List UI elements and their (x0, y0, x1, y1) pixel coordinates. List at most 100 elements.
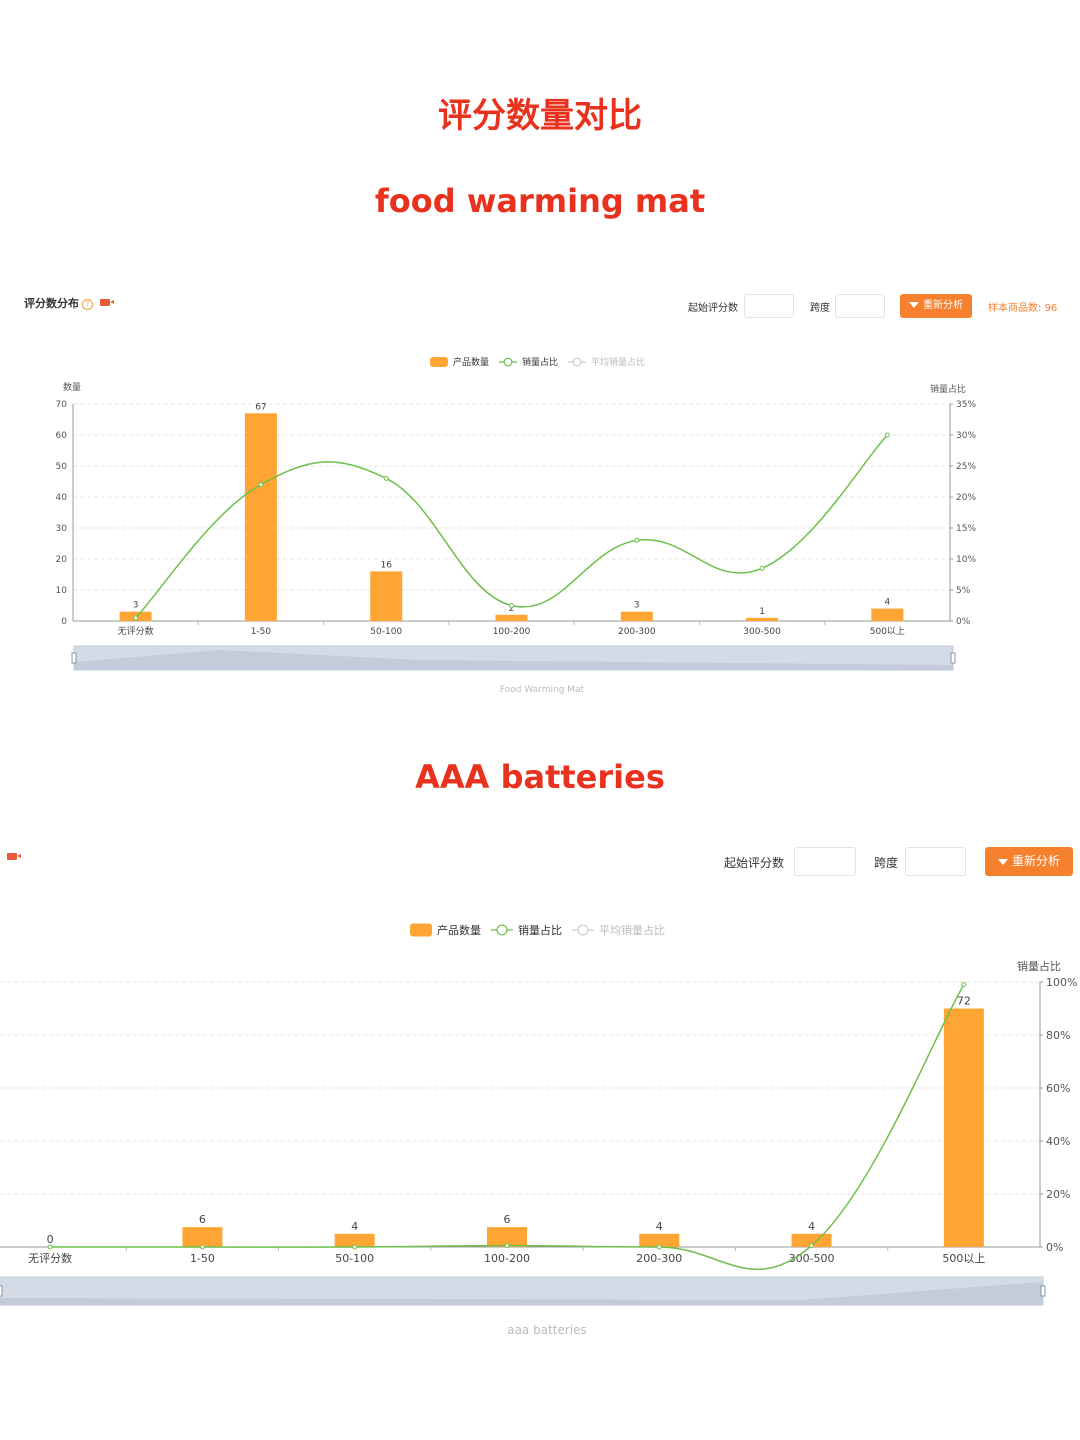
line-point (634, 537, 640, 543)
filter-icon-2 (997, 858, 1008, 865)
y-tick-label: 0 (61, 617, 67, 627)
x-tick-label: 无评分数 (118, 625, 154, 637)
video-icon-2[interactable] (7, 853, 21, 860)
bar (182, 1227, 223, 1247)
line-point (884, 432, 890, 438)
line-point (383, 475, 389, 481)
x-tick-label: 50-100 (370, 627, 402, 637)
x-tick-label: 50-100 (335, 1252, 374, 1265)
y2-axis-title: 销量占比 (1017, 959, 1061, 973)
span-label-2: 跨度 (874, 856, 899, 870)
rating-distribution-label: 评分数分布 (24, 297, 79, 310)
x-tick-label: 300-500 (743, 627, 781, 637)
y2-tick-label: 20% (956, 493, 976, 503)
x-tick-label: 100-200 (484, 1252, 530, 1265)
legend-label-line: 销量占比 (522, 356, 558, 368)
bar-value-label: 72 (957, 995, 971, 1008)
legend-label-avg: 平均销量占比 (591, 356, 645, 368)
legend-label-bars: 产品数量 (453, 356, 489, 368)
chart-caption: Food Warming Mat (500, 685, 585, 695)
rating-distribution-heading: 评分数分布? (24, 295, 93, 311)
bar-value-label: 6 (199, 1213, 206, 1226)
line-point (352, 1244, 358, 1250)
span-input-2[interactable] (905, 847, 966, 876)
y2-tick-label: 20% (1046, 1188, 1070, 1201)
legend-swatch-bars (410, 923, 432, 937)
legend-marker-line (496, 924, 508, 936)
y-tick-label: 60 (56, 431, 68, 441)
bar (871, 608, 904, 621)
y2-tick-label: 30% (956, 431, 976, 441)
sales-share-line (50, 984, 965, 1271)
y2-tick-label: 60% (1046, 1082, 1070, 1095)
bar (495, 614, 528, 621)
reanalyze-button-2[interactable]: 重新分析 (985, 847, 1073, 876)
line-point (961, 982, 967, 988)
help-icon[interactable]: ? (82, 298, 93, 310)
bar-value-label: 4 (884, 598, 890, 608)
section-title-food-warming-mat: food warming mat (374, 182, 706, 220)
bar-value-label: 67 (255, 402, 266, 412)
video-icon[interactable] (100, 299, 114, 306)
y2-tick-label: 40% (1046, 1135, 1070, 1148)
zoom-handle-left (0, 1285, 3, 1297)
sample-count-value: 96 (1044, 303, 1058, 314)
x-tick-label: 500以上 (870, 626, 905, 637)
x-tick-label: 100-200 (493, 627, 531, 637)
reanalyze-button-label-2: 重新分析 (1011, 854, 1060, 868)
bar-value-label: 1 (759, 607, 765, 617)
bar (487, 1227, 527, 1247)
line-point (504, 1243, 510, 1249)
start-score-label-2: 起始评分数 (724, 856, 785, 870)
x-tick-label: 1-50 (251, 627, 272, 637)
bar (746, 617, 779, 621)
y-tick-label: 40 (56, 493, 68, 503)
chart-food-warming-mat: 产品数量 销量占比 平均销量占比0%5%10%15%20%25%30%35%销量占比… (56, 356, 977, 695)
y-tick-label: 30 (56, 524, 68, 534)
bar (620, 611, 653, 621)
bar (370, 571, 403, 621)
legend-marker-line (503, 357, 513, 367)
start-score-input[interactable] (744, 294, 794, 318)
bar-value-label: 6 (504, 1213, 511, 1226)
line-point (509, 603, 514, 608)
bar-value-label: 3 (133, 601, 139, 611)
bar-value-label: 2 (509, 604, 515, 614)
legend-marker-avg (577, 924, 589, 936)
legend-label-avg: 平均销量占比 (599, 923, 665, 937)
line-point (258, 482, 264, 488)
legend-swatch-bars (430, 357, 448, 367)
bar-value-label: 0 (47, 1233, 54, 1246)
y-tick-label: 10 (56, 586, 68, 596)
span-label: 跨度 (810, 303, 830, 314)
x-tick-label: 200-300 (618, 627, 656, 637)
y-tick-label: 20 (56, 555, 68, 565)
zoom-slider-shadow (0, 1282, 1043, 1305)
y2-tick-label: 25% (956, 462, 976, 472)
sample-count-label: 样本商品数: (988, 303, 1042, 314)
y2-tick-label: 10% (956, 555, 976, 565)
y-tick-label: 50 (56, 462, 68, 472)
line-point (656, 1244, 662, 1250)
legend-label-line: 销量占比 (518, 923, 562, 937)
line-point (759, 565, 765, 571)
y2-tick-label: 80% (1046, 1029, 1070, 1042)
x-tick-label: 500以上 (942, 1252, 985, 1265)
bar-value-label: 16 (380, 560, 392, 570)
line-point (133, 615, 139, 621)
zoom-handle-left (71, 652, 77, 664)
zoom-handle-right (1040, 1285, 1046, 1297)
bar (244, 413, 277, 621)
line-point (47, 1244, 53, 1250)
reanalyze-button[interactable]: 重新分析 (900, 294, 972, 318)
y2-tick-label: 0% (1046, 1241, 1063, 1254)
bar (639, 1233, 680, 1247)
span-input[interactable] (835, 294, 885, 318)
reanalyze-button-label: 重新分析 (923, 300, 963, 311)
start-score-input-2[interactable] (794, 847, 856, 876)
sample-count: 样本商品数: 96 (988, 299, 1057, 314)
y2-tick-label: 100% (1046, 976, 1077, 989)
x-tick-label: 200-300 (636, 1252, 682, 1265)
bar-value-label: 4 (351, 1220, 358, 1233)
